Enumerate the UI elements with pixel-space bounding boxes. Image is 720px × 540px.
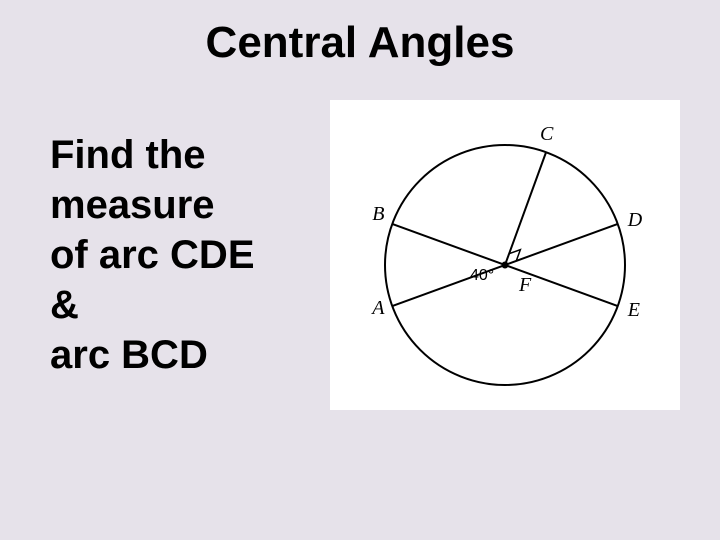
problem-line: of arc CDE: [50, 230, 255, 280]
point-label-C: C: [540, 123, 554, 145]
point-label-E: E: [627, 299, 640, 321]
problem-line: &: [50, 280, 255, 330]
problem-text: Find themeasureof arc CDE&arc BCD: [50, 130, 255, 380]
angle-label: 40°: [470, 267, 494, 284]
circle-diagram-svg: A B C D E F 40°: [330, 100, 680, 410]
problem-line: Find the: [50, 130, 255, 180]
problem-line: measure: [50, 180, 255, 230]
point-label-A: A: [370, 297, 385, 319]
problem-line: arc BCD: [50, 330, 255, 380]
center-label: F: [518, 274, 532, 296]
point-label-D: D: [627, 209, 643, 231]
slide-title: Central Angles: [0, 18, 720, 68]
circle-diagram: A B C D E F 40°: [330, 100, 680, 410]
radius-C: [505, 152, 546, 265]
center-point: [502, 262, 509, 269]
point-label-B: B: [372, 203, 384, 225]
